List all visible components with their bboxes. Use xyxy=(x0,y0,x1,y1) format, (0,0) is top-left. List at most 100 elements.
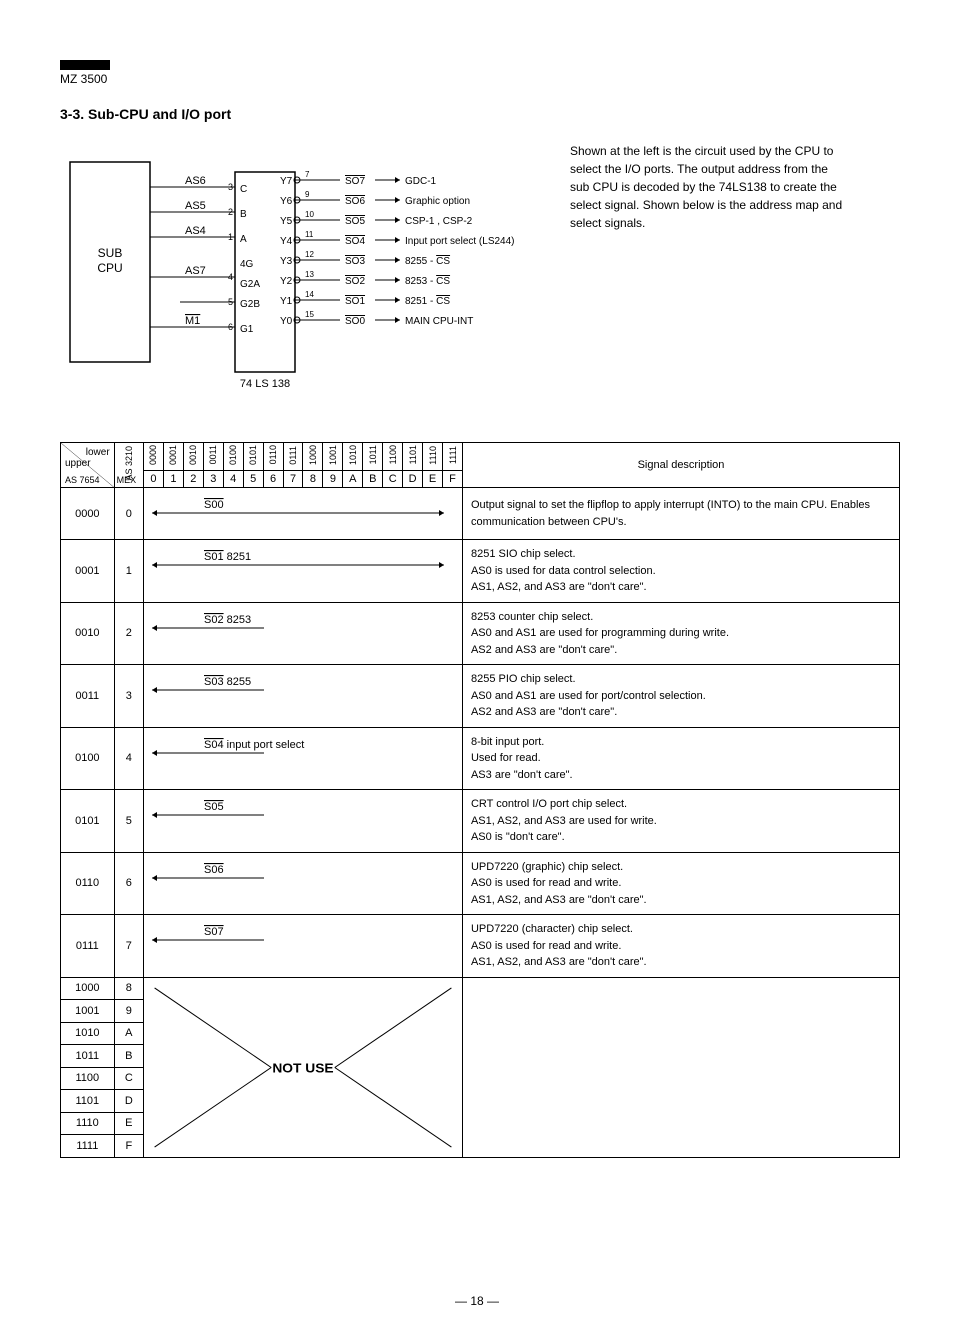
bit-label: 0110 xyxy=(268,445,278,464)
svg-text:S04 input port select: S04 input port select xyxy=(204,739,304,751)
mex-value: 4 xyxy=(114,727,143,790)
header-bar xyxy=(60,60,110,70)
svg-text:S02 8253: S02 8253 xyxy=(204,614,251,626)
svg-text:Input port select (LS244): Input port select (LS244) xyxy=(405,236,515,247)
hex-label: 2 xyxy=(183,471,203,488)
svg-text:MAIN CPU-INT: MAIN CPU-INT xyxy=(405,316,473,327)
signal-description: UPD7220 (character) chip select. AS0 is … xyxy=(462,915,899,978)
bit-label: 1010 xyxy=(348,445,358,465)
svg-text:SO3: SO3 xyxy=(345,256,365,267)
mex-value: C xyxy=(114,1067,143,1090)
signal-description: CRT control I/O port chip select. AS1, A… xyxy=(462,790,899,853)
upper-addr: 0011 xyxy=(61,665,115,728)
svg-text:2: 2 xyxy=(228,207,233,217)
bit-label: 0010 xyxy=(188,445,198,465)
svg-text:10: 10 xyxy=(305,210,314,219)
svg-text:SUB: SUB xyxy=(98,246,123,260)
bit-label: 1110 xyxy=(428,446,438,465)
upper-addr: 0111 xyxy=(61,915,115,978)
signal-description: Output signal to set the flipflop to app… xyxy=(462,488,899,540)
svg-text:M1: M1 xyxy=(185,315,200,327)
mex-value: 5 xyxy=(114,790,143,853)
signal-cell: S02 8253 xyxy=(143,602,462,665)
upper-addr: 1101 xyxy=(61,1090,115,1113)
upper-addr: 0010 xyxy=(61,602,115,665)
bit-label: 0011 xyxy=(208,445,218,464)
svg-text:S06: S06 xyxy=(204,864,224,876)
svg-text:4G: 4G xyxy=(240,259,254,270)
svg-text:AS4: AS4 xyxy=(185,225,206,237)
hex-label: E xyxy=(423,471,443,488)
signal-cell: S01 8251 xyxy=(143,540,462,603)
upper-addr: 1011 xyxy=(61,1045,115,1068)
svg-text:15: 15 xyxy=(305,310,314,319)
svg-text:G2B: G2B xyxy=(240,299,260,310)
svg-text:CPU: CPU xyxy=(97,261,122,275)
hex-label: 0 xyxy=(143,471,163,488)
svg-text:Y4: Y4 xyxy=(280,236,293,247)
svg-text:A: A xyxy=(240,234,247,245)
signal-description: 8251 SIO chip select. AS0 is used for da… xyxy=(462,540,899,603)
mex-value: 9 xyxy=(114,1000,143,1023)
signal-description: 8253 counter chip select. AS0 and AS1 ar… xyxy=(462,602,899,665)
mex-value: 2 xyxy=(114,602,143,665)
svg-text:SO5: SO5 xyxy=(345,216,365,227)
svg-text:G1: G1 xyxy=(240,324,254,335)
svg-text:1: 1 xyxy=(228,232,233,242)
circuit-diagram: SUB CPU AS63 AS52 AS41 AS74 5 M16 C B A … xyxy=(60,142,540,402)
signal-description: 8255 PIO chip select. AS0 and AS1 are us… xyxy=(462,665,899,728)
hex-label: 7 xyxy=(283,471,303,488)
signal-description: 8-bit input port. Used for read. AS3 are… xyxy=(462,727,899,790)
mex-value: 6 xyxy=(114,852,143,915)
upper-addr: 0100 xyxy=(61,727,115,790)
svg-text:G2A: G2A xyxy=(240,279,260,290)
mex-value: 8 xyxy=(114,977,143,1000)
hex-label: 6 xyxy=(263,471,283,488)
mex-label: MEX xyxy=(117,475,137,485)
svg-text:S03 8255: S03 8255 xyxy=(204,676,251,688)
svg-text:8253 - CS: 8253 - CS xyxy=(405,276,450,287)
upper-addr: 1000 xyxy=(61,977,115,1000)
bit-label: 1101 xyxy=(408,445,418,464)
svg-text:GDC-1: GDC-1 xyxy=(405,176,437,187)
bit-label: 0111 xyxy=(288,446,298,465)
mex-value: 1 xyxy=(114,540,143,603)
bit-label: 1111 xyxy=(448,446,458,464)
not-use-cell: NOT USE xyxy=(143,977,462,1157)
hex-label: 8 xyxy=(303,471,323,488)
svg-text:S01 8251: S01 8251 xyxy=(204,551,251,563)
mex-value: A xyxy=(114,1022,143,1045)
svg-text:11: 11 xyxy=(305,230,314,239)
svg-text:SO1: SO1 xyxy=(345,296,365,307)
svg-text:5: 5 xyxy=(228,297,233,307)
signal-cell: S04 input port select xyxy=(143,727,462,790)
svg-text:3: 3 xyxy=(228,182,233,192)
hex-label: 1 xyxy=(163,471,183,488)
bit-label: 1000 xyxy=(308,445,318,465)
svg-text:SO4: SO4 xyxy=(345,236,365,247)
svg-text:AS6: AS6 xyxy=(185,175,206,187)
hex-label: D xyxy=(403,471,423,488)
svg-text:74 LS 138: 74 LS 138 xyxy=(240,378,290,390)
svg-text:14: 14 xyxy=(305,290,314,299)
svg-text:Y2: Y2 xyxy=(280,276,293,287)
mex-value: D xyxy=(114,1090,143,1113)
svg-text:B: B xyxy=(240,209,247,220)
bit-label: 0000 xyxy=(148,445,158,465)
upper-addr: 1100 xyxy=(61,1067,115,1090)
svg-text:S05: S05 xyxy=(204,801,224,813)
signal-description xyxy=(462,977,899,1157)
svg-text:4: 4 xyxy=(228,272,233,282)
bit-label: 0100 xyxy=(228,445,238,465)
svg-text:Y1: Y1 xyxy=(280,296,293,307)
svg-text:6: 6 xyxy=(228,322,233,332)
upper-addr: 0101 xyxy=(61,790,115,853)
signal-desc-header: Signal description xyxy=(462,443,899,488)
signal-cell: S07 xyxy=(143,915,462,978)
mex-value: F xyxy=(114,1135,143,1158)
mex-value: B xyxy=(114,1045,143,1068)
hex-label: 3 xyxy=(203,471,223,488)
upper-addr: 0001 xyxy=(61,540,115,603)
svg-text:13: 13 xyxy=(305,270,314,279)
upper-addr: 1010 xyxy=(61,1022,115,1045)
